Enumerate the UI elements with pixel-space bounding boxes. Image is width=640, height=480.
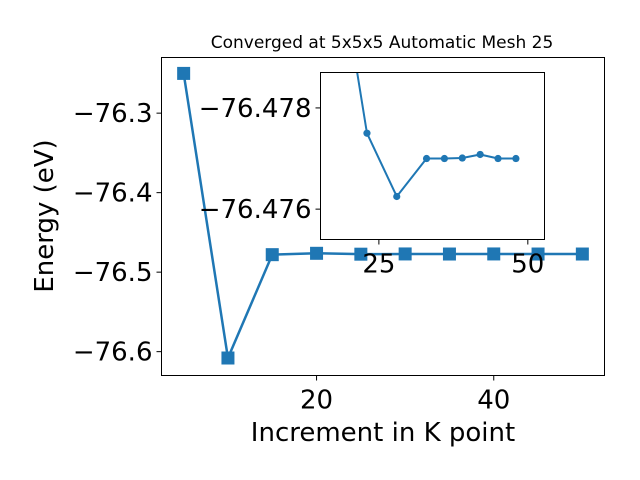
y-axis-label: Energy (eV) [30,139,60,292]
inset-data-point [422,154,431,163]
chart-title: Converged at 5x5x5 Automatic Mesh 25 [211,33,554,53]
inset-y-tick-label: −76.476 [199,195,312,225]
inset-background [320,72,545,240]
inset-data-point [512,154,520,163]
data-point [442,247,456,261]
inset-plot-frame [320,72,545,240]
main-series-markers [177,66,589,365]
data-point [265,248,279,262]
main-x-ticks: 20 40 [300,375,510,416]
main-x-tick-label: 40 [477,386,510,416]
main-y-tick-label: −76.3 [73,99,153,129]
data-point [354,247,368,261]
inset-series-markers [363,129,520,201]
inset-plot: −76.478 −76.476 25 50 [199,72,545,280]
main-y-tick-label: −76.6 [73,338,153,368]
main-x-tick-label: 20 [300,386,333,416]
data-point [575,247,589,261]
inset-data-point [440,154,449,163]
main-series-line [182,73,583,360]
inset-x-tick-label: 25 [362,250,395,280]
inset-data-point [393,192,401,201]
main-y-tick-label: −76.4 [73,179,153,209]
inset-y-tick-label: −76.478 [199,94,312,124]
data-point [531,247,545,261]
data-point [398,247,412,261]
data-point [310,246,324,260]
inset-data-point [476,150,484,159]
data-point [177,66,191,80]
inset-x-ticks: 25 50 [362,239,544,280]
x-axis-label: Increment in K point [251,418,515,448]
main-y-tick-label: −76.5 [73,258,153,288]
inset-x-tick-label: 50 [511,250,544,280]
inset-data-point [494,154,502,163]
main-plot-frame [161,57,605,376]
inset-data-point [458,154,466,162]
main-y-ticks: −76.6 −76.5 −76.4 −76.3 [73,99,162,368]
main-plot: Converged at 5x5x5 Automatic Mesh 25 −76… [30,33,605,448]
inset-data-point [363,129,371,137]
inset-y-ticks: −76.478 −76.476 [199,94,321,225]
data-point [487,247,501,261]
data-point [221,351,235,365]
